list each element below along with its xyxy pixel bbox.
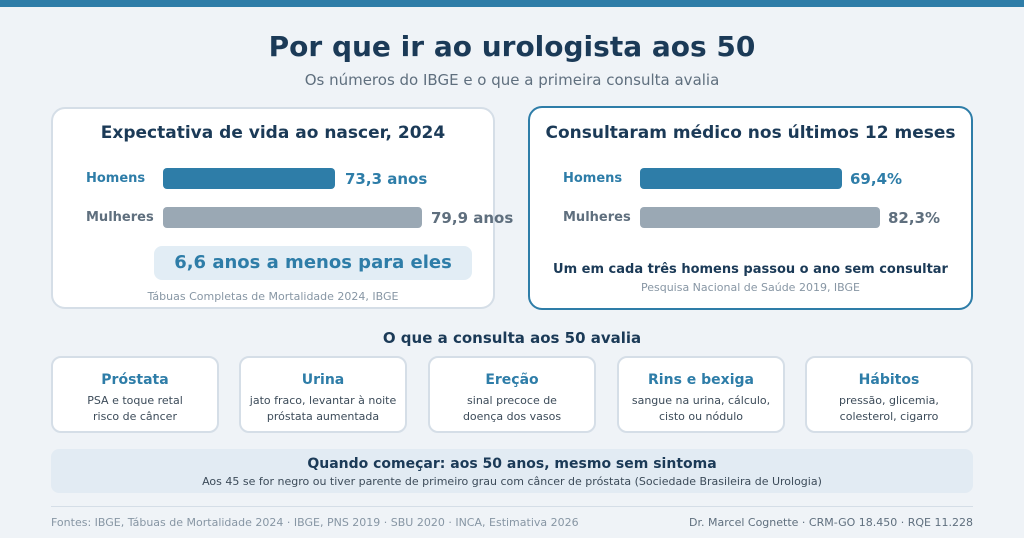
evaluation-card-line: próstata aumentada: [266, 410, 380, 423]
life-women-value: 79,9 anos: [431, 209, 514, 227]
evaluation-card-title: Rins e bexiga: [648, 372, 754, 388]
footer-author: Dr. Marcel Cognette · CRM-GO 18.450 · RQ…: [689, 516, 973, 529]
life-expectancy-source: Tábuas Completas de Mortalidade 2024, IB…: [147, 290, 399, 303]
evaluation-card-prostate: Próstata PSA e toque retal risco de cânc…: [51, 356, 219, 433]
start-age-banner: Quando começar: aos 50 anos, mesmo sem s…: [51, 449, 973, 493]
evaluation-card-title: Ereção: [485, 372, 539, 388]
evaluation-card-title: Hábitos: [858, 372, 920, 388]
evaluation-card-line: colesterol, cigarro: [839, 410, 939, 423]
life-men-value: 73,3 anos: [345, 170, 428, 188]
footer-sources: Fontes: IBGE, Tábuas de Mortalidade 2024…: [51, 516, 579, 529]
evaluation-card-urine: Urina jato fraco, levantar à noite próst…: [239, 356, 407, 433]
life-women-bar: [163, 207, 422, 228]
evaluation-card-title: Urina: [301, 372, 345, 388]
life-expectancy-card: Expectativa de vida ao nascer, 2024 Home…: [51, 107, 513, 309]
life-difference-callout: 6,6 anos a menos para eles: [154, 246, 472, 280]
page-subtitle: Os números do IBGE e o que a primeira co…: [304, 71, 720, 89]
top-accent-bar: [0, 0, 1024, 7]
consult-men-value: 69,4%: [850, 170, 903, 188]
banner-title: Quando começar: aos 50 anos, mesmo sem s…: [307, 456, 717, 472]
evaluation-card-title: Próstata: [101, 372, 169, 388]
life-expectancy-title: Expectativa de vida ao nascer, 2024: [100, 123, 446, 143]
evaluation-card-habits: Hábitos pressão, glicemia, colesterol, c…: [805, 356, 973, 433]
banner-subtitle: Aos 45 se for negro ou tiver parente de …: [202, 475, 822, 488]
consultation-note: Um em cada três homens passou o ano sem …: [553, 262, 948, 277]
evaluation-card-line: jato fraco, levantar à noite: [249, 394, 397, 407]
consult-men-bar: [640, 168, 842, 189]
evaluation-card-kidneys: Rins e bexiga sangue na urina, cálculo, …: [617, 356, 785, 433]
evaluation-card-line: cisto ou nódulo: [658, 410, 743, 423]
evaluation-card-line: sinal precoce de: [467, 394, 557, 407]
life-men-label: Homens: [86, 171, 146, 186]
life-women-label: Mulheres: [86, 210, 154, 225]
life-men-bar: [163, 168, 335, 189]
evaluation-card-line: pressão, glicemia,: [839, 394, 939, 407]
evaluation-card-line: doença dos vasos: [462, 410, 562, 423]
consult-women-label: Mulheres: [563, 210, 631, 225]
consult-men-label: Homens: [563, 171, 623, 186]
footer-divider: [51, 506, 973, 507]
evaluation-card-line: risco de câncer: [93, 410, 177, 423]
evaluation-card-line: PSA e toque retal: [87, 394, 183, 407]
consultation-source: Pesquisa Nacional de Saúde 2019, IBGE: [640, 281, 861, 294]
evaluation-card-line: sangue na urina, cálculo,: [631, 394, 771, 407]
evaluation-card-erection: Ereção sinal precoce de doença dos vasos: [428, 356, 596, 433]
consultation-card: Consultaram médico nos últimos 12 meses …: [528, 106, 973, 310]
page-title: Por que ir ao urologista aos 50: [268, 30, 756, 63]
consult-women-bar: [640, 207, 880, 228]
consultation-title: Consultaram médico nos últimos 12 meses: [545, 123, 956, 143]
consult-women-value: 82,3%: [888, 209, 941, 227]
evaluation-section-title: O que a consulta aos 50 avalia: [382, 329, 642, 347]
